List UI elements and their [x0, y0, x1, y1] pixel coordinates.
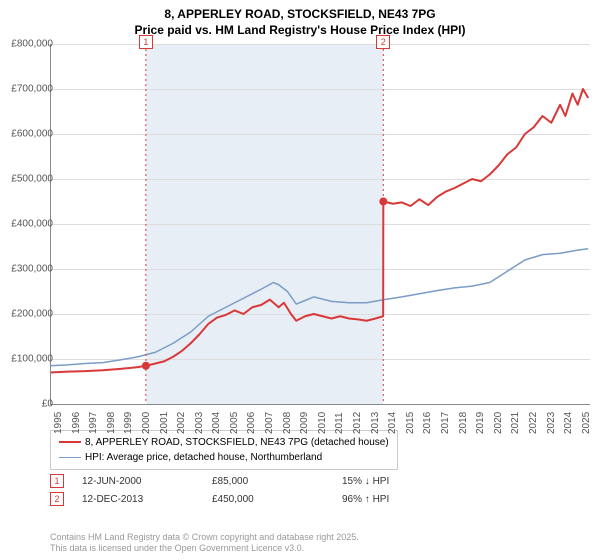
marker-dot	[379, 198, 387, 206]
x-axis-line	[50, 404, 590, 405]
y-axis-label: £100,000	[11, 354, 53, 365]
x-axis-label: 1997	[88, 412, 99, 434]
series-price-line	[50, 89, 588, 373]
x-axis-label: 2005	[229, 412, 240, 434]
x-axis-label: 2024	[563, 412, 574, 434]
transaction-price: £450,000	[212, 494, 342, 505]
title-line-2: Price paid vs. HM Land Registry's House …	[0, 22, 600, 38]
x-axis-label: 1995	[53, 412, 64, 434]
plot-area	[50, 44, 590, 404]
transaction-row: 2 12-DEC-2013 £450,000 96% ↑ HPI	[50, 490, 472, 508]
title-line-1: 8, APPERLEY ROAD, STOCKSFIELD, NE43 7PG	[0, 6, 600, 22]
chart-title: 8, APPERLEY ROAD, STOCKSFIELD, NE43 7PG …	[0, 0, 600, 38]
marker-label-box: 2	[376, 35, 390, 49]
transaction-marker: 1	[50, 474, 64, 488]
series-hpi-line	[50, 249, 588, 366]
x-axis-label: 2000	[141, 412, 152, 434]
transaction-delta: 96% ↑ HPI	[342, 494, 472, 505]
marker-dot	[142, 362, 150, 370]
transaction-date: 12-JUN-2000	[82, 476, 212, 487]
x-axis-label: 2003	[194, 412, 205, 434]
transaction-row: 1 12-JUN-2000 £85,000 15% ↓ HPI	[50, 472, 472, 490]
chart-svg	[50, 44, 590, 404]
legend-swatch-price	[59, 441, 81, 443]
y-axis-label: £0	[42, 399, 53, 410]
chart-container: 8, APPERLEY ROAD, STOCKSFIELD, NE43 7PG …	[0, 0, 600, 560]
transactions-table: 1 12-JUN-2000 £85,000 15% ↓ HPI 2 12-DEC…	[50, 472, 472, 508]
y-axis-label: £300,000	[11, 264, 53, 275]
x-axis-label: 2002	[176, 412, 187, 434]
legend-item-hpi: HPI: Average price, detached house, Nort…	[59, 450, 389, 465]
x-axis-label: 2006	[246, 412, 257, 434]
footer-line-1: Contains HM Land Registry data © Crown c…	[50, 532, 359, 543]
x-axis-label: 2015	[405, 412, 416, 434]
marker-label-box: 1	[139, 35, 153, 49]
x-axis-label: 2019	[475, 412, 486, 434]
y-axis-label: £400,000	[11, 219, 53, 230]
legend: 8, APPERLEY ROAD, STOCKSFIELD, NE43 7PG …	[50, 430, 398, 470]
footer-line-2: This data is licensed under the Open Gov…	[50, 543, 359, 554]
x-axis-label: 2011	[334, 412, 345, 434]
transaction-price: £85,000	[212, 476, 342, 487]
y-axis-label: £700,000	[11, 84, 53, 95]
x-axis-label: 2004	[211, 412, 222, 434]
footer: Contains HM Land Registry data © Crown c…	[50, 532, 359, 555]
x-axis-label: 2020	[493, 412, 504, 434]
y-axis-label: £600,000	[11, 129, 53, 140]
x-axis-label: 2001	[159, 412, 170, 434]
x-axis-label: 1996	[71, 412, 82, 434]
x-axis-label: 1998	[106, 412, 117, 434]
legend-item-price: 8, APPERLEY ROAD, STOCKSFIELD, NE43 7PG …	[59, 435, 389, 450]
legend-swatch-hpi	[59, 457, 81, 458]
transaction-marker: 2	[50, 492, 64, 506]
x-axis-label: 1999	[123, 412, 134, 434]
x-axis-label: 2010	[317, 412, 328, 434]
y-axis-label: £800,000	[11, 39, 53, 50]
x-axis-label: 2021	[510, 412, 521, 434]
x-axis-label: 2009	[299, 412, 310, 434]
y-axis-label: £500,000	[11, 174, 53, 185]
y-axis-label: £200,000	[11, 309, 53, 320]
x-axis-label: 2022	[528, 412, 539, 434]
x-axis-label: 2014	[387, 412, 398, 434]
x-axis-label: 2008	[282, 412, 293, 434]
transaction-delta: 15% ↓ HPI	[342, 476, 472, 487]
legend-label-hpi: HPI: Average price, detached house, Nort…	[85, 452, 322, 463]
transaction-date: 12-DEC-2013	[82, 494, 212, 505]
x-axis-label: 2017	[440, 412, 451, 434]
x-axis-label: 2023	[546, 412, 557, 434]
legend-label-price: 8, APPERLEY ROAD, STOCKSFIELD, NE43 7PG …	[85, 437, 389, 448]
x-axis-label: 2016	[422, 412, 433, 434]
x-axis-label: 2018	[458, 412, 469, 434]
x-axis-label: 2012	[352, 412, 363, 434]
x-axis-label: 2013	[370, 412, 381, 434]
x-axis-label: 2007	[264, 412, 275, 434]
x-axis-label: 2025	[581, 412, 592, 434]
